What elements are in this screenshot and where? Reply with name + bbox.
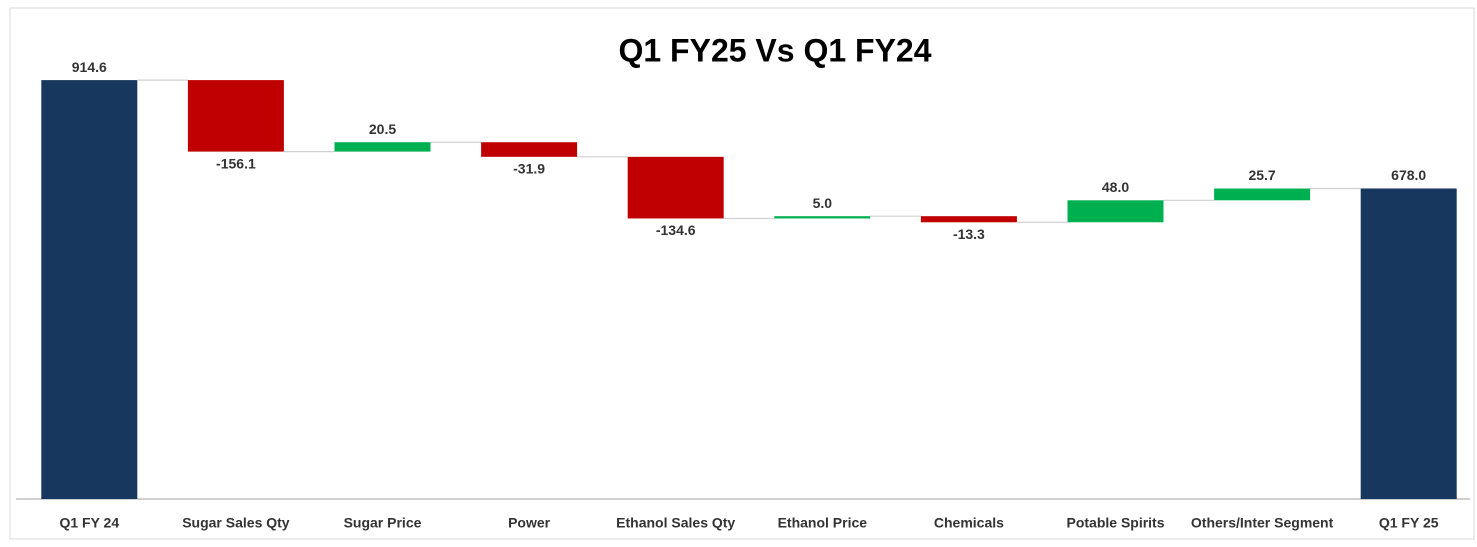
x-tick-label: Potable Spirits — [1066, 515, 1164, 531]
data-label: 25.7 — [1248, 167, 1275, 183]
data-label: -156.1 — [216, 155, 256, 171]
x-tick-label: Q1 FY 25 — [1379, 515, 1439, 531]
data-label: 5.0 — [813, 195, 833, 211]
bar — [920, 216, 1017, 223]
x-tick-label: Ethanol Sales Qty — [616, 515, 735, 531]
data-label: 914.6 — [72, 59, 107, 75]
data-label: 48.0 — [1102, 179, 1129, 195]
data-label: 20.5 — [369, 121, 396, 137]
bar — [187, 80, 284, 152]
bar — [774, 216, 871, 219]
data-label: 678.0 — [1391, 167, 1426, 183]
bar — [627, 156, 724, 219]
bar — [41, 80, 138, 500]
x-tick-label: Power — [508, 515, 551, 531]
x-tick-label: Chemicals — [934, 515, 1004, 531]
data-label: -13.3 — [953, 226, 985, 242]
bar — [334, 142, 431, 152]
x-tick-label: Sugar Price — [344, 515, 422, 531]
bar — [1214, 188, 1311, 201]
x-tick-label: Sugar Sales Qty — [182, 515, 290, 531]
x-tick-label: Ethanol Price — [778, 515, 868, 531]
chart-title: Q1 FY25 Vs Q1 FY24 — [618, 32, 931, 68]
data-label: -31.9 — [513, 161, 545, 177]
x-tick-label: Q1 FY 24 — [59, 515, 119, 531]
bar — [481, 142, 578, 157]
bar — [1067, 200, 1164, 223]
data-label: -134.6 — [656, 222, 696, 238]
x-tick-label: Others/Inter Segment — [1191, 515, 1334, 531]
bar — [1360, 188, 1457, 499]
